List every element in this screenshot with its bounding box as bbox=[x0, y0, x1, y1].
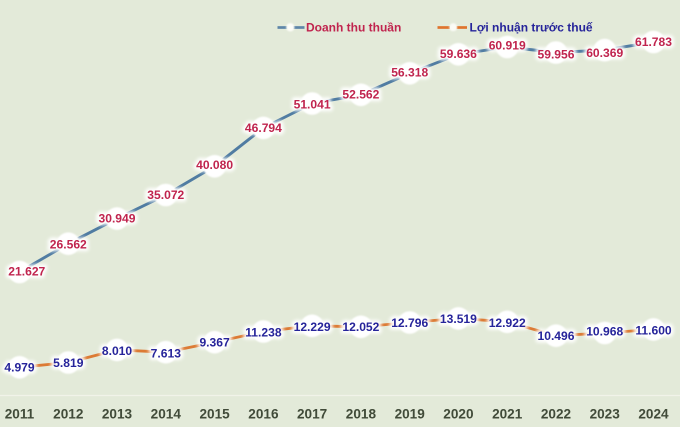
svg-text:46.794: 46.794 bbox=[245, 121, 282, 135]
svg-text:56.318: 56.318 bbox=[391, 66, 428, 80]
svg-text:2019: 2019 bbox=[395, 407, 426, 422]
svg-text:9.367: 9.367 bbox=[199, 336, 230, 350]
svg-text:12.229: 12.229 bbox=[294, 320, 331, 334]
svg-text:11.238: 11.238 bbox=[245, 325, 282, 339]
svg-text:2024: 2024 bbox=[638, 407, 669, 422]
svg-text:35.072: 35.072 bbox=[147, 188, 184, 202]
svg-text:5.819: 5.819 bbox=[53, 356, 84, 370]
svg-text:30.949: 30.949 bbox=[99, 212, 136, 226]
svg-text:10.496: 10.496 bbox=[538, 329, 575, 343]
svg-text:40.080: 40.080 bbox=[196, 158, 233, 172]
svg-text:60.919: 60.919 bbox=[489, 39, 526, 53]
svg-text:2020: 2020 bbox=[443, 407, 473, 422]
svg-text:10.496: 10.496 bbox=[538, 329, 575, 343]
svg-text:2021: 2021 bbox=[492, 407, 523, 422]
svg-text:4.979: 4.979 bbox=[4, 361, 35, 375]
svg-text:61.783: 61.783 bbox=[635, 35, 672, 49]
svg-text:56.318: 56.318 bbox=[391, 66, 428, 80]
svg-text:12.052: 12.052 bbox=[342, 320, 379, 334]
svg-text:2018: 2018 bbox=[346, 407, 377, 422]
svg-text:7.613: 7.613 bbox=[151, 347, 182, 361]
svg-text:2023: 2023 bbox=[590, 407, 621, 422]
svg-text:11.600: 11.600 bbox=[635, 324, 672, 338]
svg-text:12.922: 12.922 bbox=[489, 316, 526, 330]
svg-text:60.919: 60.919 bbox=[489, 39, 526, 53]
svg-text:2013: 2013 bbox=[102, 407, 133, 422]
svg-text:10.968: 10.968 bbox=[586, 325, 623, 339]
svg-text:35.072: 35.072 bbox=[147, 188, 184, 202]
svg-text:59.956: 59.956 bbox=[538, 47, 575, 61]
svg-text:8.010: 8.010 bbox=[102, 344, 133, 358]
svg-text:59.636: 59.636 bbox=[440, 47, 477, 61]
svg-text:21.627: 21.627 bbox=[8, 265, 45, 279]
svg-text:2017: 2017 bbox=[297, 407, 327, 422]
svg-text:12.796: 12.796 bbox=[391, 316, 428, 330]
svg-text:7.613: 7.613 bbox=[151, 347, 182, 361]
svg-text:59.636: 59.636 bbox=[440, 47, 477, 61]
svg-text:26.562: 26.562 bbox=[50, 237, 87, 251]
svg-text:9.367: 9.367 bbox=[199, 336, 230, 350]
svg-text:2011: 2011 bbox=[5, 407, 35, 422]
svg-text:60.369: 60.369 bbox=[586, 46, 623, 60]
svg-text:2016: 2016 bbox=[248, 407, 279, 422]
svg-text:2012: 2012 bbox=[53, 407, 84, 422]
svg-text:2014: 2014 bbox=[151, 407, 182, 422]
svg-text:26.562: 26.562 bbox=[50, 237, 87, 251]
svg-text:11.600: 11.600 bbox=[635, 324, 672, 338]
svg-text:12.052: 12.052 bbox=[342, 320, 379, 334]
svg-text:59.956: 59.956 bbox=[538, 47, 575, 61]
svg-text:13.519: 13.519 bbox=[440, 312, 477, 326]
svg-text:2015: 2015 bbox=[199, 407, 230, 422]
svg-text:30.949: 30.949 bbox=[99, 212, 136, 226]
svg-text:52.562: 52.562 bbox=[342, 88, 379, 102]
svg-text:51.041: 51.041 bbox=[294, 97, 331, 111]
svg-text:12.229: 12.229 bbox=[294, 320, 331, 334]
svg-text:46.794: 46.794 bbox=[245, 121, 282, 135]
svg-text:Lợi nhuận trước thuế: Lợi nhuận trước thuế bbox=[470, 21, 593, 35]
svg-text:61.783: 61.783 bbox=[635, 35, 672, 49]
svg-text:Doanh thu thuần: Doanh thu thuần bbox=[306, 21, 401, 35]
svg-text:2022: 2022 bbox=[541, 407, 572, 422]
svg-text:21.627: 21.627 bbox=[8, 265, 45, 279]
svg-text:51.041: 51.041 bbox=[294, 97, 331, 111]
svg-text:52.562: 52.562 bbox=[342, 88, 379, 102]
svg-text:11.238: 11.238 bbox=[245, 325, 282, 339]
svg-text:12.796: 12.796 bbox=[391, 316, 428, 330]
svg-text:12.922: 12.922 bbox=[489, 316, 526, 330]
svg-text:13.519: 13.519 bbox=[440, 312, 477, 326]
svg-text:40.080: 40.080 bbox=[196, 158, 233, 172]
svg-text:4.979: 4.979 bbox=[4, 361, 35, 375]
svg-text:8.010: 8.010 bbox=[102, 344, 133, 358]
svg-text:10.968: 10.968 bbox=[586, 325, 623, 339]
svg-text:60.369: 60.369 bbox=[586, 46, 623, 60]
svg-text:5.819: 5.819 bbox=[53, 356, 84, 370]
